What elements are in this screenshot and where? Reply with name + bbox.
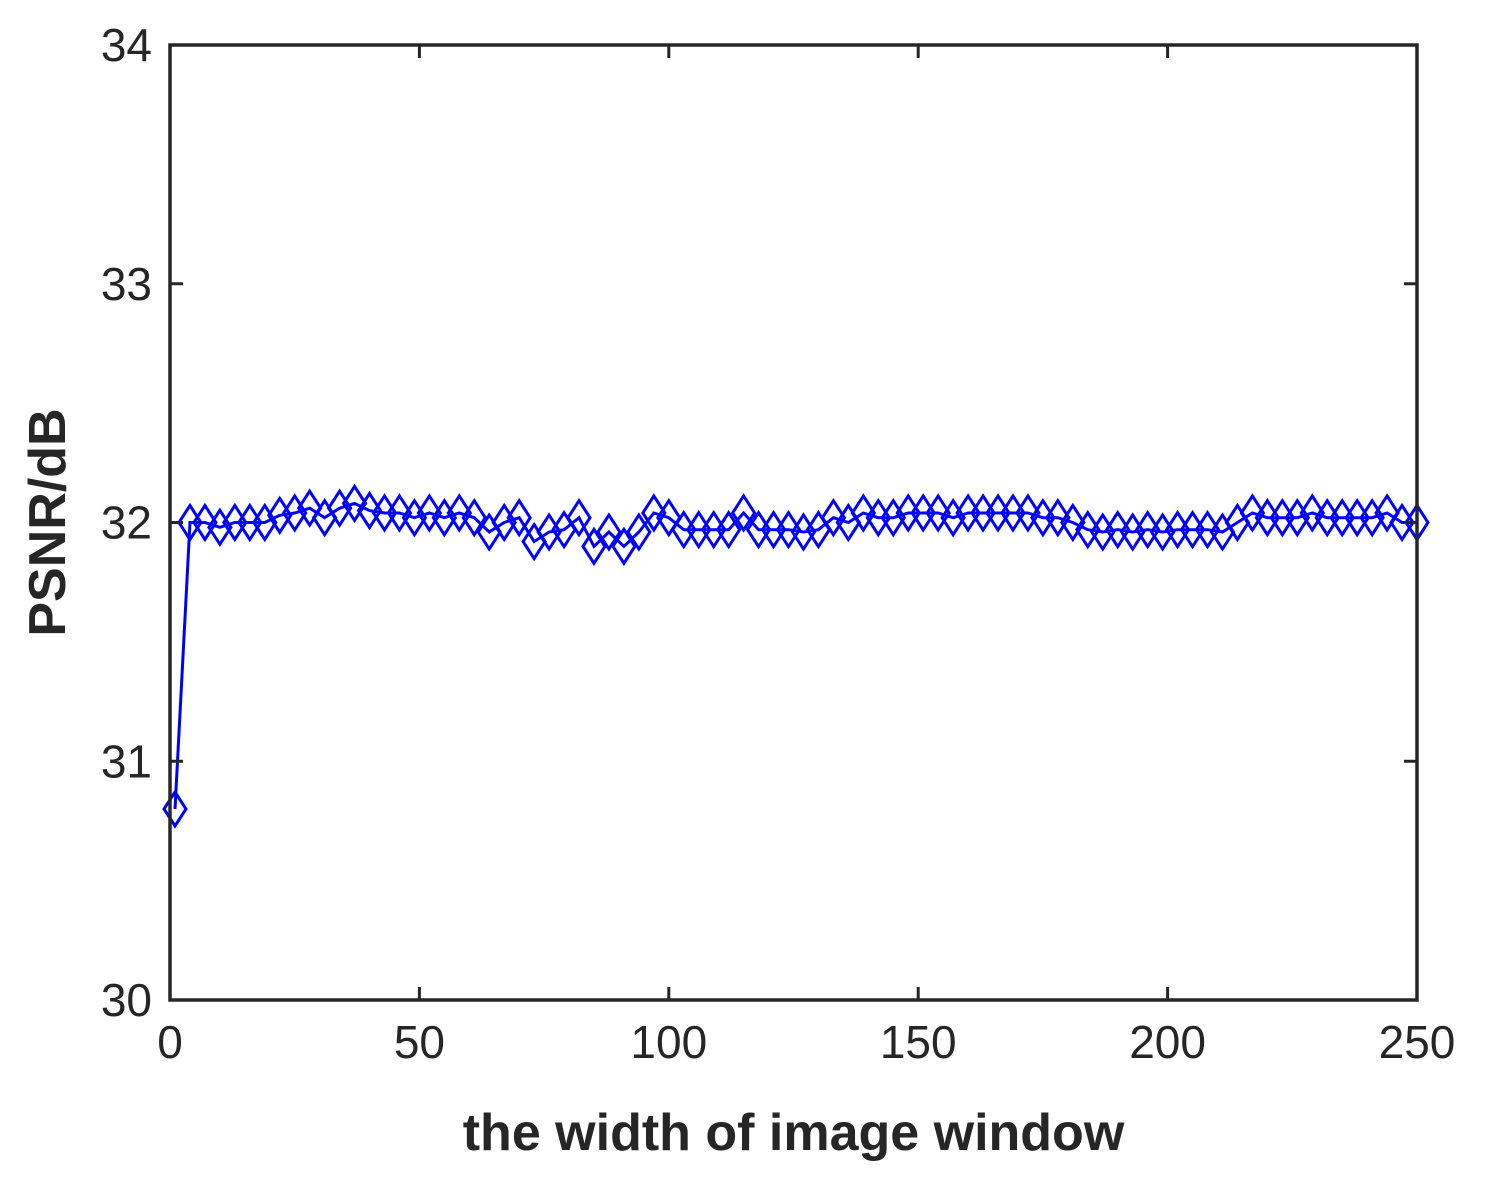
x-tick-label: 200 (1129, 1016, 1206, 1068)
data-point-marker (611, 526, 637, 567)
data-point-marker (296, 488, 323, 528)
x-tick-label: 150 (880, 1016, 957, 1068)
x-tick-label: 250 (1379, 1016, 1456, 1068)
data-point-marker (1284, 497, 1311, 538)
data-point-marker (626, 512, 652, 552)
y-tick-label: 31 (101, 735, 152, 787)
data-point-marker (1075, 509, 1101, 550)
data-point-marker (566, 497, 592, 538)
data-point-marker (416, 493, 443, 533)
data-point-marker (925, 493, 951, 533)
data-point-marker (730, 493, 757, 533)
x-axis-title: the width of image window (463, 1104, 1125, 1162)
data-point-marker (850, 493, 877, 533)
x-tick-label: 0 (157, 1016, 183, 1068)
data-point-marker (401, 497, 428, 538)
data-point-marker (1134, 509, 1161, 550)
y-tick-label: 34 (101, 19, 152, 71)
data-point-marker (207, 507, 233, 548)
y-tick-label: 30 (101, 974, 152, 1026)
data-point-marker (775, 509, 802, 550)
data-point-marker (820, 497, 847, 538)
data-point-marker (641, 493, 667, 533)
data-point-marker (251, 502, 278, 543)
data-point-marker (1299, 493, 1326, 533)
axes-layer: 0 50 100 150 200 250 30 31 32 33 34 (101, 19, 1456, 1068)
data-point-marker (715, 509, 742, 550)
data-point-marker (1239, 493, 1266, 533)
data-point-marker (1060, 502, 1086, 543)
data-point-marker (386, 493, 413, 533)
data-point-marker (162, 789, 188, 829)
data-point-marker (656, 497, 682, 538)
data-point-marker (341, 483, 368, 524)
data-point-marker (581, 526, 607, 567)
data-point-marker (1194, 509, 1221, 550)
data-point-marker (1374, 493, 1400, 533)
data-point-marker (1045, 497, 1071, 538)
data-point-marker (1359, 497, 1385, 538)
series-layer (162, 483, 1430, 829)
x-tick-label: 50 (394, 1016, 445, 1068)
data-point-marker (446, 493, 473, 533)
y-axis-title: PSNR/dB (19, 408, 77, 636)
data-point-marker (596, 512, 622, 552)
data-point-marker (431, 497, 458, 538)
data-point-marker (281, 493, 308, 533)
x-tick-label: 100 (630, 1016, 707, 1068)
data-point-marker (326, 488, 353, 528)
data-point-marker (491, 502, 517, 543)
data-point-marker (192, 502, 218, 543)
data-point-marker (356, 490, 383, 531)
data-point-marker (461, 497, 488, 538)
data-point-marker (1104, 509, 1131, 550)
data-point-marker (880, 497, 907, 538)
data-point-marker (506, 497, 532, 538)
series-line (173, 501, 1417, 810)
data-point-marker (940, 497, 966, 538)
y-tick-label: 32 (101, 497, 152, 549)
data-point-marker (1015, 493, 1041, 533)
y-tick-label: 33 (101, 258, 152, 310)
